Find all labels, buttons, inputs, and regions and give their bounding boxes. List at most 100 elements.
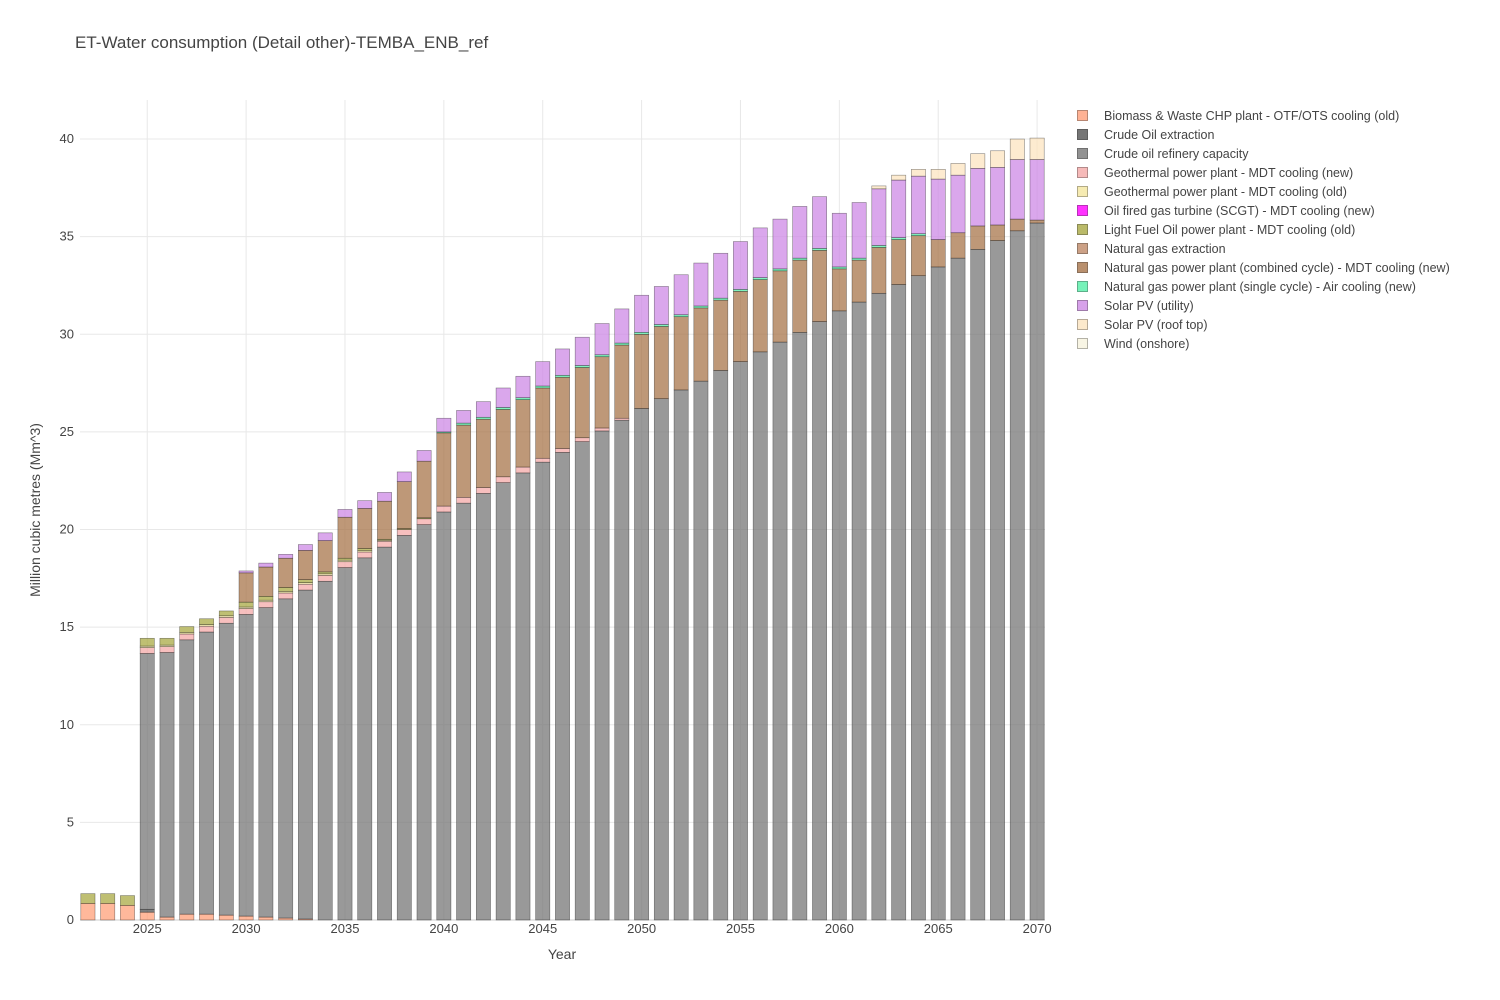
bar-segment[interactable] [80, 903, 96, 921]
bar-segment[interactable] [139, 647, 155, 654]
bar-segment[interactable] [772, 218, 788, 270]
bar-segment[interactable] [456, 497, 472, 504]
bar-segment[interactable] [1009, 159, 1025, 220]
bar-segment[interactable] [535, 457, 551, 463]
bar-segment[interactable] [377, 546, 392, 921]
bar-segment[interactable] [911, 275, 926, 921]
bar-segment[interactable] [831, 268, 847, 312]
bar-segment[interactable] [653, 326, 669, 400]
bar-segment[interactable] [733, 291, 748, 362]
bar-segment[interactable] [159, 637, 175, 646]
bar-segment[interactable] [199, 618, 214, 625]
bar-segment[interactable] [535, 361, 551, 387]
bar-segment[interactable] [990, 150, 1005, 168]
bar-segment[interactable] [515, 466, 531, 474]
bar-segment[interactable] [535, 461, 551, 921]
bar-segment[interactable] [673, 389, 689, 921]
bar-segment[interactable] [317, 532, 333, 541]
bar-segment[interactable] [475, 418, 491, 488]
bar-segment[interactable] [693, 380, 709, 921]
bar-segment[interactable] [653, 286, 669, 325]
bar-segment[interactable] [298, 544, 313, 551]
bar-segment[interactable] [614, 308, 630, 344]
bar-segment[interactable] [634, 408, 650, 921]
bar-segment[interactable] [199, 913, 214, 921]
bar-segment[interactable] [752, 351, 768, 921]
bar-segment[interactable] [634, 294, 650, 333]
bar-segment[interactable] [456, 424, 472, 498]
bar-segment[interactable] [159, 916, 175, 921]
bar-segment[interactable] [515, 399, 531, 468]
bar-segment[interactable] [851, 202, 867, 259]
bar-segment[interactable] [574, 367, 590, 439]
bar-segment[interactable] [772, 341, 788, 921]
bar-segment[interactable] [574, 437, 590, 442]
legend-item[interactable]: Natural gas power plant (combined cycle)… [1077, 258, 1450, 277]
legend-item[interactable]: Geothermal power plant - MDT cooling (ol… [1077, 182, 1450, 201]
bar-segment[interactable] [792, 259, 808, 333]
bar-segment[interactable] [653, 398, 669, 921]
bar-segment[interactable] [179, 633, 195, 641]
bar-segment[interactable] [1029, 137, 1045, 160]
bar-segment[interactable] [495, 476, 511, 483]
bar-segment[interactable] [733, 361, 748, 921]
bar-segment[interactable] [298, 550, 313, 581]
bar-segment[interactable] [238, 601, 254, 608]
bar-segment[interactable] [891, 179, 907, 238]
bar-segment[interactable] [1029, 219, 1045, 224]
legend-item[interactable]: Light Fuel Oil power plant - MDT cooling… [1077, 220, 1450, 239]
bar-segment[interactable] [80, 893, 96, 904]
bar-segment[interactable] [278, 598, 294, 919]
legend-item[interactable]: Oil fired gas turbine (SCGT) - MDT cooli… [1077, 201, 1450, 220]
bar-segment[interactable] [594, 323, 610, 356]
bar-segment[interactable] [238, 608, 254, 615]
bar-segment[interactable] [238, 572, 254, 603]
bar-segment[interactable] [614, 342, 630, 346]
bar-segment[interactable] [475, 401, 491, 418]
bar-segment[interactable] [950, 232, 966, 259]
bar-segment[interactable] [100, 893, 116, 904]
bar-segment[interactable] [495, 409, 511, 478]
bar-segment[interactable] [278, 592, 294, 600]
legend-item[interactable]: Natural gas extraction [1077, 239, 1450, 258]
legend-item[interactable]: Crude oil refinery capacity [1077, 144, 1450, 163]
bar-segment[interactable] [317, 575, 333, 582]
bar-segment[interactable] [258, 607, 274, 918]
bar-segment[interactable] [258, 562, 274, 568]
bar-segment[interactable] [911, 169, 926, 177]
bar-segment[interactable] [614, 419, 630, 921]
bar-segment[interactable] [515, 472, 531, 921]
bar-segment[interactable] [812, 250, 827, 322]
bar-segment[interactable] [831, 310, 847, 921]
bar-segment[interactable] [218, 617, 234, 624]
bar-segment[interactable] [317, 540, 333, 573]
bar-segment[interactable] [634, 333, 650, 409]
bar-segment[interactable] [416, 524, 432, 921]
bar-segment[interactable] [159, 646, 175, 653]
bar-segment[interactable] [673, 274, 689, 316]
bar-segment[interactable] [258, 916, 274, 921]
bar-segment[interactable] [1029, 159, 1045, 221]
bar-segment[interactable] [436, 432, 452, 507]
bar-segment[interactable] [139, 653, 155, 910]
bar-segment[interactable] [1029, 222, 1045, 921]
legend-item[interactable]: Biomass & Waste CHP plant - OTF/OTS cool… [1077, 106, 1450, 125]
bar-segment[interactable] [713, 299, 729, 371]
bar-segment[interactable] [950, 174, 966, 234]
bar-segment[interactable] [594, 427, 610, 432]
bar-segment[interactable] [515, 375, 531, 399]
bar-segment[interactable] [990, 167, 1005, 226]
legend-item[interactable]: Solar PV (utility) [1077, 296, 1450, 315]
bar-segment[interactable] [139, 911, 155, 921]
bar-segment[interactable] [357, 557, 373, 921]
bar-segment[interactable] [891, 284, 907, 921]
bar-segment[interactable] [396, 535, 412, 921]
bar-segment[interactable] [179, 626, 195, 633]
bar-segment[interactable] [278, 554, 294, 559]
bar-segment[interactable] [100, 903, 116, 921]
bar-segment[interactable] [337, 509, 353, 518]
bar-segment[interactable] [298, 583, 313, 591]
bar-segment[interactable] [218, 914, 234, 921]
bar-segment[interactable] [495, 482, 511, 921]
bar-segment[interactable] [495, 387, 511, 408]
